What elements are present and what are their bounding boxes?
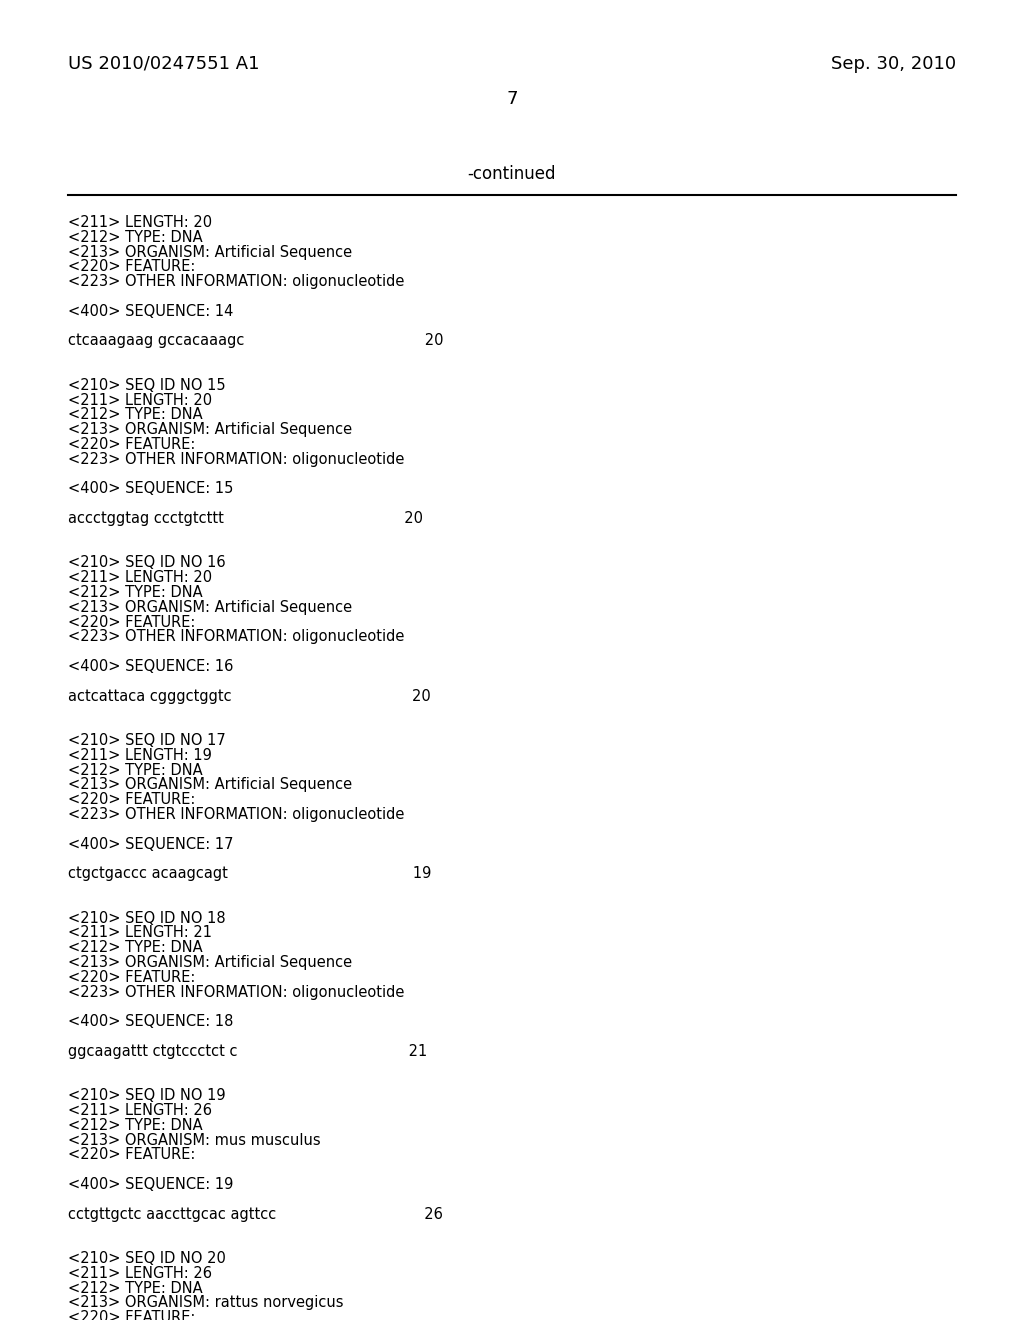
Text: <400> SEQUENCE: 17: <400> SEQUENCE: 17 xyxy=(68,837,233,851)
Text: 7: 7 xyxy=(506,90,518,108)
Text: Sep. 30, 2010: Sep. 30, 2010 xyxy=(830,55,956,73)
Text: accctggtag ccctgtcttt                                       20: accctggtag ccctgtcttt 20 xyxy=(68,511,423,525)
Text: <223> OTHER INFORMATION: oligonucleotide: <223> OTHER INFORMATION: oligonucleotide xyxy=(68,451,404,467)
Text: <210> SEQ ID NO 15: <210> SEQ ID NO 15 xyxy=(68,378,225,393)
Text: <223> OTHER INFORMATION: oligonucleotide: <223> OTHER INFORMATION: oligonucleotide xyxy=(68,275,404,289)
Text: <400> SEQUENCE: 14: <400> SEQUENCE: 14 xyxy=(68,304,233,319)
Text: <211> LENGTH: 19: <211> LENGTH: 19 xyxy=(68,748,212,763)
Text: <212> TYPE: DNA: <212> TYPE: DNA xyxy=(68,230,203,244)
Text: <220> FEATURE:: <220> FEATURE: xyxy=(68,615,196,630)
Text: <220> FEATURE:: <220> FEATURE: xyxy=(68,260,196,275)
Text: <223> OTHER INFORMATION: oligonucleotide: <223> OTHER INFORMATION: oligonucleotide xyxy=(68,985,404,999)
Text: <223> OTHER INFORMATION: oligonucleotide: <223> OTHER INFORMATION: oligonucleotide xyxy=(68,630,404,644)
Text: <220> FEATURE:: <220> FEATURE: xyxy=(68,437,196,451)
Text: -continued: -continued xyxy=(468,165,556,183)
Text: <212> TYPE: DNA: <212> TYPE: DNA xyxy=(68,585,203,601)
Text: <212> TYPE: DNA: <212> TYPE: DNA xyxy=(68,408,203,422)
Text: ctgctgaccc acaagcagt                                        19: ctgctgaccc acaagcagt 19 xyxy=(68,866,431,882)
Text: <211> LENGTH: 20: <211> LENGTH: 20 xyxy=(68,570,212,585)
Text: <213> ORGANISM: mus musculus: <213> ORGANISM: mus musculus xyxy=(68,1133,321,1147)
Text: <400> SEQUENCE: 15: <400> SEQUENCE: 15 xyxy=(68,482,233,496)
Text: <400> SEQUENCE: 16: <400> SEQUENCE: 16 xyxy=(68,659,233,675)
Text: ctcaaagaag gccacaaagc                                       20: ctcaaagaag gccacaaagc 20 xyxy=(68,334,443,348)
Text: <211> LENGTH: 21: <211> LENGTH: 21 xyxy=(68,925,212,940)
Text: <212> TYPE: DNA: <212> TYPE: DNA xyxy=(68,763,203,777)
Text: <220> FEATURE:: <220> FEATURE: xyxy=(68,1311,196,1320)
Text: <213> ORGANISM: Artificial Sequence: <213> ORGANISM: Artificial Sequence xyxy=(68,422,352,437)
Text: <213> ORGANISM: Artificial Sequence: <213> ORGANISM: Artificial Sequence xyxy=(68,954,352,970)
Text: actcattaca cgggctggtc                                       20: actcattaca cgggctggtc 20 xyxy=(68,689,431,704)
Text: <210> SEQ ID NO 20: <210> SEQ ID NO 20 xyxy=(68,1251,226,1266)
Text: <210> SEQ ID NO 16: <210> SEQ ID NO 16 xyxy=(68,556,225,570)
Text: <211> LENGTH: 20: <211> LENGTH: 20 xyxy=(68,215,212,230)
Text: <212> TYPE: DNA: <212> TYPE: DNA xyxy=(68,1280,203,1296)
Text: <210> SEQ ID NO 17: <210> SEQ ID NO 17 xyxy=(68,733,225,748)
Text: <213> ORGANISM: Artificial Sequence: <213> ORGANISM: Artificial Sequence xyxy=(68,599,352,615)
Text: US 2010/0247551 A1: US 2010/0247551 A1 xyxy=(68,55,259,73)
Text: <220> FEATURE:: <220> FEATURE: xyxy=(68,792,196,808)
Text: <220> FEATURE:: <220> FEATURE: xyxy=(68,970,196,985)
Text: <210> SEQ ID NO 18: <210> SEQ ID NO 18 xyxy=(68,911,225,925)
Text: <400> SEQUENCE: 19: <400> SEQUENCE: 19 xyxy=(68,1177,233,1192)
Text: <213> ORGANISM: Artificial Sequence: <213> ORGANISM: Artificial Sequence xyxy=(68,777,352,792)
Text: <212> TYPE: DNA: <212> TYPE: DNA xyxy=(68,940,203,956)
Text: <223> OTHER INFORMATION: oligonucleotide: <223> OTHER INFORMATION: oligonucleotide xyxy=(68,807,404,822)
Text: cctgttgctc aaccttgcac agttcc                                26: cctgttgctc aaccttgcac agttcc 26 xyxy=(68,1206,442,1221)
Text: <213> ORGANISM: rattus norvegicus: <213> ORGANISM: rattus norvegicus xyxy=(68,1295,343,1311)
Text: <211> LENGTH: 26: <211> LENGTH: 26 xyxy=(68,1266,212,1280)
Text: <212> TYPE: DNA: <212> TYPE: DNA xyxy=(68,1118,203,1133)
Text: <213> ORGANISM: Artificial Sequence: <213> ORGANISM: Artificial Sequence xyxy=(68,244,352,260)
Text: <400> SEQUENCE: 18: <400> SEQUENCE: 18 xyxy=(68,1014,233,1030)
Text: <211> LENGTH: 20: <211> LENGTH: 20 xyxy=(68,392,212,408)
Text: <210> SEQ ID NO 19: <210> SEQ ID NO 19 xyxy=(68,1088,225,1104)
Text: <211> LENGTH: 26: <211> LENGTH: 26 xyxy=(68,1104,212,1118)
Text: <220> FEATURE:: <220> FEATURE: xyxy=(68,1147,196,1163)
Text: ggcaagattt ctgtccctct c                                     21: ggcaagattt ctgtccctct c 21 xyxy=(68,1044,427,1059)
